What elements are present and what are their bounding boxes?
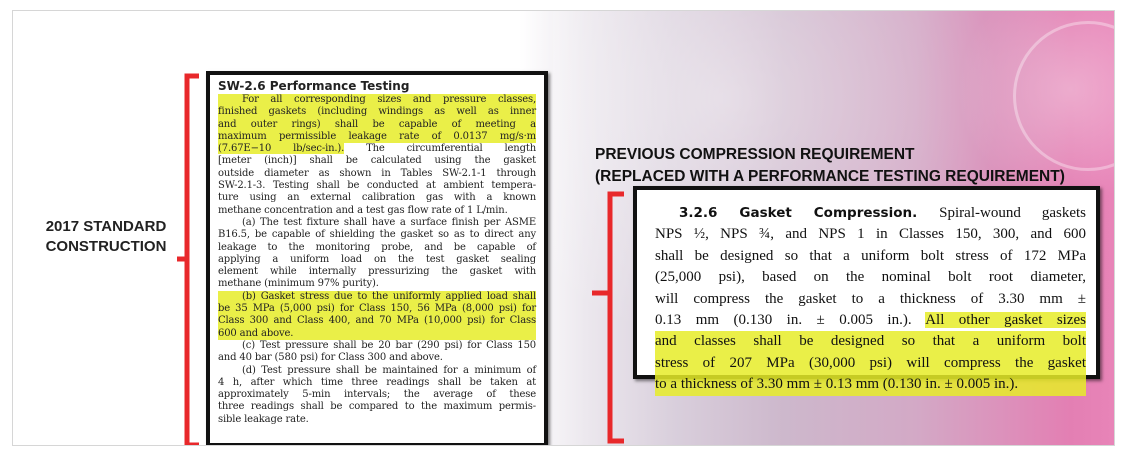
text-line: 4 h, after which time three readings sha…: [218, 376, 536, 388]
text-line: approximately 5-min intervals; the avera…: [218, 389, 536, 401]
left-label-line: CONSTRUCTION: [45, 238, 167, 255]
text-line: shall be designed so that a uniform bolt…: [655, 247, 1086, 264]
text-line: 3.2.6 Gasket Compression. Spiral-wound g…: [655, 203, 1086, 224]
right-heading-line: PREVIOUS COMPRESSION REQUIREMENT: [595, 146, 915, 163]
left-label: 2017 STANDARD CONSTRUCTION: [31, 217, 181, 257]
text-line: Class 300 and Class 400, and 70 MPa (10,…: [218, 315, 536, 328]
text-line: to a thickness of 3.30 mm ± 0.13 mm (0.1…: [655, 374, 1086, 396]
section-title: 3.2.6 Gasket Compression.: [679, 205, 940, 221]
text-line: B16.5, be capable of shielding the gaske…: [218, 229, 536, 241]
text-line: methane (minimum 97% purity).: [218, 278, 379, 290]
text-line: three readings shall be compared to the …: [218, 401, 536, 413]
text-line: SW-2.1-3. Testing shall be conducted at …: [218, 180, 536, 192]
text-line: stress of 207 MPa (30,000 psi) will comp…: [655, 352, 1086, 375]
highlighted-text: (7.67E−10 lb/sec-in.).: [218, 143, 345, 155]
text-line: (c) Test pressure shall be 20 bar (290 p…: [242, 339, 536, 351]
text-line: and 40 bar (580 psi) for Class 300 and a…: [218, 352, 443, 364]
text-line: and classes shall be designed so that a …: [655, 331, 1086, 353]
section-body: 3.2.6 Gasket Compression. Spiral-wound g…: [655, 203, 1086, 396]
text-line: For all corresponding sizes and pressure…: [218, 94, 536, 107]
text-line: (d) Test pressure shall be maintained fo…: [242, 364, 536, 376]
text-line: methane concentration and a test gas flo…: [218, 204, 508, 216]
right-red-brace: [592, 191, 624, 444]
text-line: be 35 MPa (5,000 psi) for Class 150, 56 …: [218, 303, 536, 316]
previous-requirement-excerpt: 3.2.6 Gasket Compression. Spiral-wound g…: [633, 186, 1100, 396]
text-line: element while internally pressurizing th…: [218, 266, 536, 278]
text-line: finished gaskets (including windings as …: [218, 106, 536, 119]
text-line: (a) The test fixture shall have a surfac…: [242, 216, 536, 228]
text-line: NPS ½, NPS ¾, and NPS 1 in Classes 150, …: [655, 226, 1086, 243]
text-line: 600 and above.: [218, 327, 536, 340]
text-line: (7.67E−10 lb/sec-in.). The circumferenti…: [218, 143, 536, 155]
text-line: [meter (inch)] shall be calculated using…: [218, 155, 536, 167]
text-line: outside diameter as shown in Tables SW-2…: [218, 167, 536, 179]
text: The circumferential length: [344, 143, 536, 155]
text-line: 0.13 mm (0.130 in. ± 0.005 in.). All oth…: [655, 310, 1086, 331]
right-heading-line: (REPLACED WITH A PERFORMANCE TESTING REQ…: [595, 168, 1065, 185]
text-line: and outer rings) shall be capable of mee…: [218, 118, 536, 131]
text-line: leakage to the monitoring probe, and be …: [218, 241, 536, 253]
text: 0.13 mm (0.130 in. ± 0.005 in.).: [655, 312, 926, 329]
text-line: sible leakage rate.: [218, 413, 309, 425]
text-line: (25,000 psi), based on the nominal bolt …: [655, 269, 1086, 286]
left-red-brace: [177, 73, 199, 445]
right-heading: PREVIOUS COMPRESSION REQUIREMENT (REPLAC…: [595, 144, 1065, 188]
text-line: ture using an external calibration gas w…: [218, 192, 536, 204]
section-title: SW-2.6 Performance Testing: [218, 79, 410, 93]
left-label-line: 2017 STANDARD: [45, 218, 167, 235]
text: Spiral-wound gaskets: [939, 205, 1086, 221]
text-line: (b) Gasket stress due to the uniformly a…: [218, 290, 536, 304]
standard-2017-excerpt: SW-2.6 Performance Testing For all corre…: [206, 71, 548, 445]
section-body: For all corresponding sizes and pressure…: [218, 94, 536, 426]
slide: 2017 STANDARD CONSTRUCTION SW-2.6 Perfor…: [12, 10, 1115, 446]
text-line: will compress the gasket to a thickness …: [655, 290, 1086, 307]
text-line: applying a uniform load on the test gask…: [218, 253, 536, 265]
text-line: maximum permissible leakage rate of 0.01…: [218, 130, 536, 144]
highlighted-text: All other gasket sizes: [925, 312, 1086, 329]
